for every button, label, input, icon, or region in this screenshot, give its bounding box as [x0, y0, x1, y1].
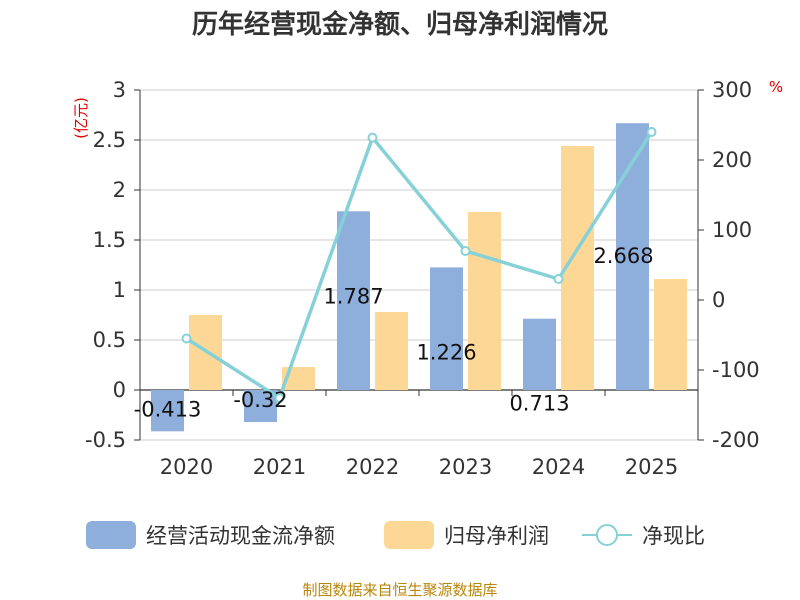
right-tick-label: 0: [712, 288, 725, 312]
cashflow-bar: [430, 267, 463, 390]
legend-label-cashflow: 经营活动现金流净额: [146, 524, 335, 548]
data-labels: -0.413 -0.32 1.787 1.226 0.713 2.668: [134, 244, 654, 421]
left-tick-label: 1.5: [93, 228, 126, 252]
ratio-point: [274, 393, 285, 403]
category-label: 2025: [625, 455, 678, 479]
category-label: 2020: [160, 455, 213, 479]
cashflow-bar: [337, 211, 370, 390]
left-tick-label: 2: [113, 178, 126, 202]
right-tick-label: 200: [712, 148, 752, 172]
category-label: 2024: [532, 455, 585, 479]
right-tick-label: 100: [712, 218, 752, 242]
tick-labels: -0.5 0 0.5 1 1.5 2 2.5 3 -200 -100 0 100 200 300 2020 2…: [85, 78, 760, 479]
legend: 经营活动现金流净额 归母净利润 净现比: [86, 521, 705, 549]
left-tick-label: 0: [113, 378, 126, 402]
legend-marker-ratio: [596, 524, 618, 546]
cashflow-data-label: 0.713: [509, 392, 569, 416]
category-label: 2022: [346, 455, 399, 479]
ratio-line: [181, 127, 657, 403]
ratio-line-path: [185, 131, 653, 401]
legend-label-ratio: 净现比: [642, 524, 705, 548]
cashflow-data-label: 2.668: [593, 244, 653, 268]
ratio-point: [460, 246, 471, 256]
legend-swatch-net-profit: [384, 521, 434, 549]
left-tick-label: -0.5: [85, 428, 126, 452]
ratio-point: [553, 274, 564, 284]
net-profit-bar: [468, 212, 501, 390]
cashflow-data-label: 1.787: [323, 284, 383, 308]
net-profit-bar: [654, 279, 687, 390]
chart-title: 历年经营现金净额、归母净利润情况: [192, 9, 608, 40]
grid-lines: [140, 89, 698, 441]
net-profit-bar: [375, 312, 408, 390]
right-tick-label: -200: [712, 428, 760, 452]
legend-label-net-profit: 归母净利润: [444, 524, 549, 548]
left-tick-label: 1: [113, 278, 126, 302]
source-note: 制图数据来自恒生聚源数据库: [302, 581, 497, 599]
right-tick-label: 300: [712, 78, 752, 102]
ratio-point: [181, 333, 192, 344]
cashflow-bar: [616, 123, 649, 390]
left-tick-label: 3: [113, 78, 126, 102]
cashflow-bar: [244, 390, 277, 422]
ratio-point: [646, 127, 657, 137]
legend-swatch-cashflow: [86, 521, 136, 549]
category-label: 2021: [253, 455, 306, 479]
left-tick-label: 2.5: [93, 128, 126, 152]
left-tick-label: 0.5: [93, 328, 126, 352]
cashflow-data-label: -0.32: [233, 388, 287, 412]
category-label: 2023: [439, 455, 492, 479]
cashflow-data-label: -0.413: [134, 397, 202, 421]
axes: [134, 89, 704, 441]
cashflow-bar: [151, 390, 184, 432]
cashflow-data-label: 1.226: [416, 340, 476, 364]
left-axis-unit: (亿元): [72, 97, 90, 139]
right-axis-unit: %: [769, 78, 783, 96]
cashflow-bar: [523, 318, 556, 390]
bars: [151, 123, 687, 432]
right-tick-label: -100: [712, 358, 760, 382]
ratio-point: [367, 132, 378, 143]
